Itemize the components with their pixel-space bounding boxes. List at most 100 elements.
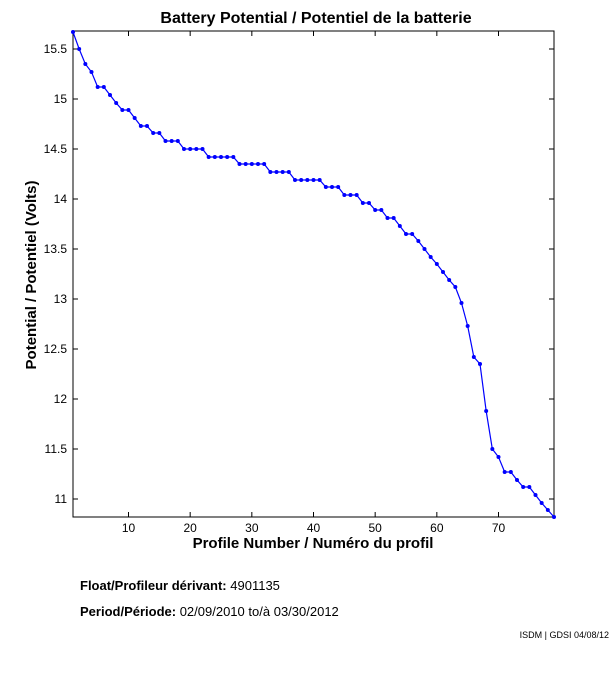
data-point: [286, 170, 291, 174]
y-tick-label: 12.5: [44, 342, 68, 356]
x-tick-label: 70: [492, 521, 506, 535]
data-point: [348, 193, 353, 197]
y-tick-label: 13.5: [44, 242, 68, 256]
period-end: 03/30/2012: [273, 604, 339, 619]
y-tick-label: 11.5: [45, 442, 68, 456]
x-tick-label: 60: [430, 521, 444, 535]
data-point: [428, 255, 433, 259]
data-point: [447, 278, 452, 282]
data-point: [114, 101, 119, 105]
data-point: [169, 139, 174, 143]
x-tick-label: 30: [245, 521, 259, 535]
x-tick-label: 20: [183, 521, 197, 535]
y-tick-label: 15: [54, 92, 68, 106]
data-point: [200, 147, 205, 151]
data-point: [249, 162, 254, 166]
y-tick-label: 15.5: [44, 42, 68, 56]
chart-title: Battery Potential / Potentiel de la batt…: [160, 10, 471, 27]
data-point: [108, 93, 112, 97]
period-start: 02/09/2010: [179, 604, 245, 619]
data-point: [336, 185, 341, 189]
data-point: [163, 139, 168, 143]
data-point: [212, 155, 217, 159]
data-point: [539, 501, 544, 505]
data-point: [545, 508, 550, 512]
data-point: [330, 185, 334, 189]
data-point: [268, 170, 273, 174]
data-point: [219, 155, 223, 159]
data-point: [323, 185, 328, 189]
data-point: [465, 324, 470, 328]
data-point: [404, 232, 408, 236]
data-point: [459, 301, 464, 305]
data-point: [89, 70, 94, 74]
data-point: [126, 108, 131, 112]
data-point: [175, 139, 180, 143]
x-tick-label: 40: [307, 521, 321, 535]
data-point: [317, 178, 322, 182]
x-tick-label: 50: [368, 521, 382, 535]
data-point: [434, 262, 439, 266]
credit-text: ISDM | GDSI 04/08/12: [519, 630, 609, 640]
series-line: [72, 31, 555, 518]
data-point: [182, 147, 186, 151]
data-point: [484, 409, 489, 413]
data-point: [552, 515, 556, 519]
data-point: [138, 124, 143, 128]
data-point: [71, 30, 75, 34]
data-point: [373, 208, 378, 212]
data-point: [478, 362, 482, 366]
data-point: [367, 201, 371, 205]
y-tick-label: 11: [55, 492, 68, 506]
data-point: [256, 162, 260, 166]
y-tick-label: 13: [54, 292, 68, 306]
y-tick-label: 12: [54, 392, 68, 406]
data-point: [471, 355, 476, 359]
data-point: [496, 455, 501, 459]
data-point: [151, 131, 156, 135]
data-point: [397, 224, 402, 228]
data-point: [508, 470, 513, 474]
data-point: [262, 162, 267, 166]
data-point: [293, 178, 297, 182]
float-label: Float/Profileur dérivant:: [80, 578, 227, 593]
data-point: [354, 193, 359, 197]
x-axis-label: Profile Number / Numéro du profil: [193, 535, 434, 552]
data-point: [95, 85, 100, 89]
float-value: 4901135: [230, 578, 280, 593]
data-point: [101, 85, 106, 89]
data-point: [515, 478, 519, 482]
period-label: Period/Période:: [80, 604, 177, 619]
data-point: [342, 193, 347, 197]
period-separator: to/à: [248, 604, 271, 619]
data-point: [416, 239, 421, 243]
period-line: Period/Période: 02/09/2010 to/à 03/30/20…: [80, 604, 339, 619]
data-point: [77, 47, 82, 51]
data-point: [83, 62, 88, 66]
data-point: [225, 155, 230, 159]
data-point: [194, 147, 199, 151]
data-point: [243, 162, 248, 166]
y-tick-label: 14.5: [44, 142, 68, 156]
data-point: [274, 170, 279, 174]
series-points: [71, 30, 556, 519]
data-point: [132, 116, 137, 120]
y-axis-label: Potential / Potentiel (Volts): [23, 181, 40, 370]
x-tick-label: 10: [122, 521, 136, 535]
data-point: [490, 447, 495, 451]
data-point: [521, 485, 526, 489]
y-tick-label: 14: [54, 192, 68, 206]
data-point: [441, 270, 445, 274]
plot-area-frame: [72, 30, 555, 518]
data-point: [391, 216, 396, 220]
float-id-line: Float/Profileur dérivant: 4901135: [80, 578, 280, 593]
x-axis-ticks: 10 20 30 40 50 60 70: [122, 31, 506, 535]
data-point: [206, 155, 211, 159]
data-point: [527, 485, 532, 489]
data-point: [379, 208, 384, 212]
data-point: [188, 147, 193, 151]
y-axis-ticks: 11 11.5 12 12.5 13 13.5 14 14.5 15 15.5: [44, 42, 554, 506]
data-point: [422, 247, 427, 251]
data-point: [305, 178, 310, 182]
